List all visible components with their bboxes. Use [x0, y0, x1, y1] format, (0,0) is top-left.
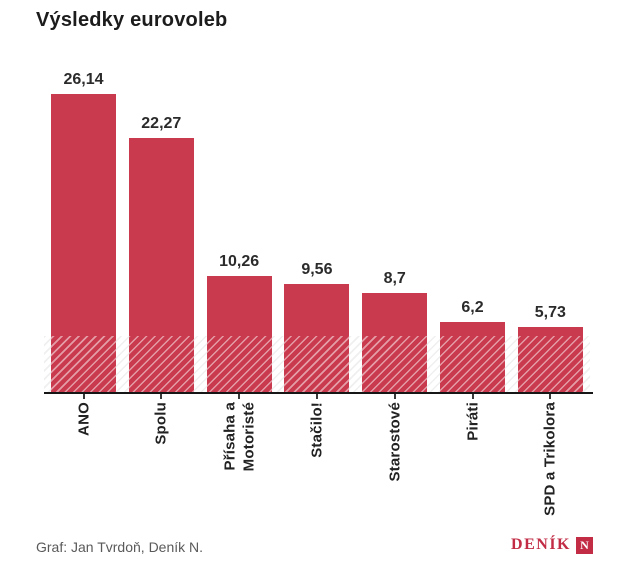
denik-logo-text: DENÍK — [511, 536, 571, 553]
x-label-spd-a-trikolora: SPD a Trikolora — [541, 402, 559, 516]
chart-title: Výsledky eurovoleb — [36, 9, 228, 31]
denik-n-logo: DENÍK N — [511, 536, 593, 554]
x-label-pirati: Piráti — [464, 402, 481, 441]
x-label-stacilo: Stačilo! — [308, 402, 326, 458]
source-credit: Graf: Jan Tvrdoň, Deník N. — [36, 539, 204, 555]
value-label-stacilo: 9,56 — [301, 260, 333, 278]
x-label-prisaha-a-motoriste-line1: Přísaha a — [221, 402, 239, 471]
x-axis-line — [44, 391, 593, 394]
threshold-band-hatch-overlay — [44, 336, 590, 392]
value-label-pirati: 6,2 — [461, 299, 484, 317]
x-axis-tick-stacilo — [315, 393, 318, 399]
x-label-starostove: Starostové — [386, 402, 404, 482]
x-axis-tick-starostove — [393, 393, 396, 399]
x-axis-tick-spolu — [160, 393, 163, 399]
value-label-spd-a-trikolora: 5,73 — [534, 304, 566, 322]
value-label-ano: 26,14 — [63, 71, 104, 88]
value-label-starostove: 8,7 — [383, 270, 406, 288]
x-axis-tick-spd-a-trikolora — [549, 393, 552, 399]
x-label-spolu: Spolu — [152, 402, 170, 445]
value-label-spolu: 22,27 — [141, 115, 182, 133]
value-label-prisaha-a-motoriste: 10,26 — [219, 252, 260, 270]
x-axis-tick-prisaha-a-motoriste — [238, 393, 241, 399]
x-label-prisaha-a-motoriste-line2: Motoristé — [240, 402, 258, 472]
x-label-ano: ANO — [75, 402, 92, 436]
denik-n-logo-square: N — [576, 536, 593, 554]
x-axis-tick-pirati — [471, 393, 474, 399]
x-axis-tick-ano — [82, 393, 85, 399]
